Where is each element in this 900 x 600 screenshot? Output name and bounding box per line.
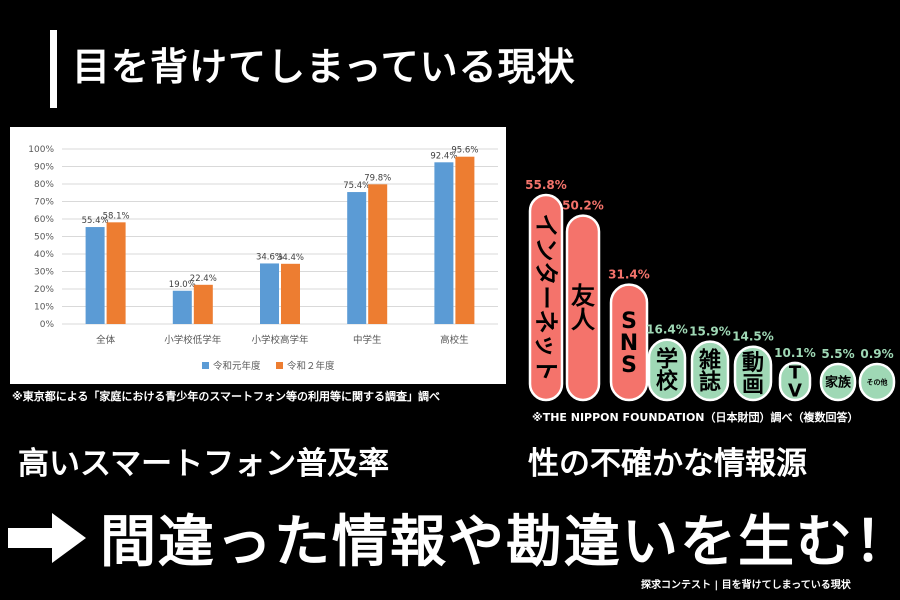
- data-label: 92.4%: [430, 151, 457, 161]
- source-bar: [690, 340, 730, 402]
- data-label: 75.4%: [343, 181, 370, 191]
- legend-swatch: [202, 362, 209, 369]
- legend-label: 令和元年度: [213, 360, 261, 372]
- x-tick-label: 小学校低学年: [164, 334, 222, 346]
- bar-r2: [368, 184, 388, 324]
- source-value-label: 14.5%: [732, 330, 774, 344]
- data-label: 19.0%: [169, 280, 196, 290]
- source-bar: [565, 214, 601, 402]
- bar-r1: [434, 162, 454, 324]
- source-category-label: その他: [867, 377, 888, 386]
- footer-caption: 探求コンテスト | 目を背けてしまっている現状: [641, 580, 851, 591]
- right-arrow-icon: [8, 513, 86, 563]
- conclusion-text: 間違った情報や勘違いを生む！: [100, 510, 900, 575]
- slide-title: 目を背けてしまっている現状: [72, 45, 576, 89]
- source-bar: [647, 338, 687, 402]
- data-label: 55.4%: [82, 216, 109, 226]
- source-value-label: 10.1%: [774, 346, 816, 360]
- source-category-label: 動画: [742, 351, 764, 398]
- y-tick-label: 70%: [34, 198, 54, 208]
- source-bar: [819, 362, 857, 402]
- y-tick-label: 100%: [28, 145, 54, 155]
- bar-r2: [455, 156, 475, 324]
- data-label: 79.8%: [364, 173, 391, 183]
- source-category-label: インターネット: [532, 214, 560, 382]
- source-value-label: 15.9%: [689, 325, 731, 339]
- source-category-label: 雑誌: [698, 347, 721, 395]
- source-bar: [858, 362, 896, 402]
- bar-r2: [281, 263, 300, 324]
- smartphone-usage-chart: 0% 10% 20% 30% 40% 50% 60% 70% 80% 90% 100% 55.4% 58…: [10, 127, 506, 384]
- source-bar: [778, 361, 812, 402]
- source-value-label: 55.8%: [525, 178, 567, 192]
- bar-r2: [193, 284, 213, 324]
- source-value-label: 0.9%: [860, 347, 893, 361]
- y-tick-label: 80%: [34, 180, 54, 190]
- bar-r1: [347, 192, 367, 324]
- source-value-label: 50.2%: [562, 199, 604, 213]
- source-value-label: 5.5%: [821, 347, 854, 361]
- source-category-label: 友人: [571, 282, 595, 334]
- data-label: 34.4%: [277, 253, 304, 263]
- data-label: 34.6%: [256, 252, 283, 262]
- bar-r1: [85, 227, 105, 324]
- legend-label: 令和２年度: [287, 360, 335, 372]
- legend-swatch: [276, 362, 283, 369]
- y-tick-label: 50%: [34, 233, 54, 243]
- source-value-label: 16.4%: [646, 323, 688, 337]
- bar-r1: [172, 290, 192, 324]
- information-source-chart: 55.8% インターネット 50.2% 友人 31.4% S N S 16.4% 学校 15.9% 雑…: [518, 88, 900, 413]
- x-tick-label: 小学校高学年: [251, 334, 309, 346]
- right-chart-source-note: ※THE NIPPON FOUNDATION（日本財団）調べ（複数回答）: [532, 411, 859, 424]
- y-tick-label: 0%: [40, 320, 55, 330]
- smartphone-usage-chart-svg: 0% 10% 20% 30% 40% 50% 60% 70% 80% 90% 100% 55.4%58…: [28, 145, 498, 372]
- data-label: 95.6%: [451, 146, 478, 156]
- x-tick-label: 中学生: [353, 334, 382, 346]
- information-source-heading: 性の不確かな情報源: [528, 446, 807, 482]
- bar-r2: [106, 222, 126, 324]
- y-tick-label: 60%: [34, 215, 54, 225]
- source-bar: [609, 283, 649, 402]
- smartphone-rate-heading: 高いスマートフォン普及率: [18, 446, 390, 482]
- data-label: 58.1%: [103, 211, 130, 221]
- source-bar: [528, 193, 564, 402]
- y-tick-label: 30%: [34, 268, 54, 278]
- source-category-label: 家族: [825, 375, 852, 391]
- source-value-label: 31.4%: [608, 268, 650, 282]
- y-tick-label: 20%: [34, 285, 54, 295]
- y-tick-label: 40%: [34, 250, 54, 260]
- y-tick-label: 90%: [34, 163, 54, 173]
- data-label: 22.4%: [190, 274, 217, 284]
- y-tick-label: 10%: [34, 303, 54, 313]
- source-category-label: 学校: [656, 347, 679, 395]
- title-accent-bar: [50, 30, 57, 108]
- source-bar: [733, 345, 773, 402]
- bar-r1: [260, 263, 279, 324]
- x-tick-label: 全体: [96, 334, 116, 346]
- x-tick-label: 高校生: [440, 334, 469, 346]
- left-chart-source-note: ※東京都による「家庭における青少年のスマートフォン等の利用等に関する調査」調べ: [12, 390, 441, 403]
